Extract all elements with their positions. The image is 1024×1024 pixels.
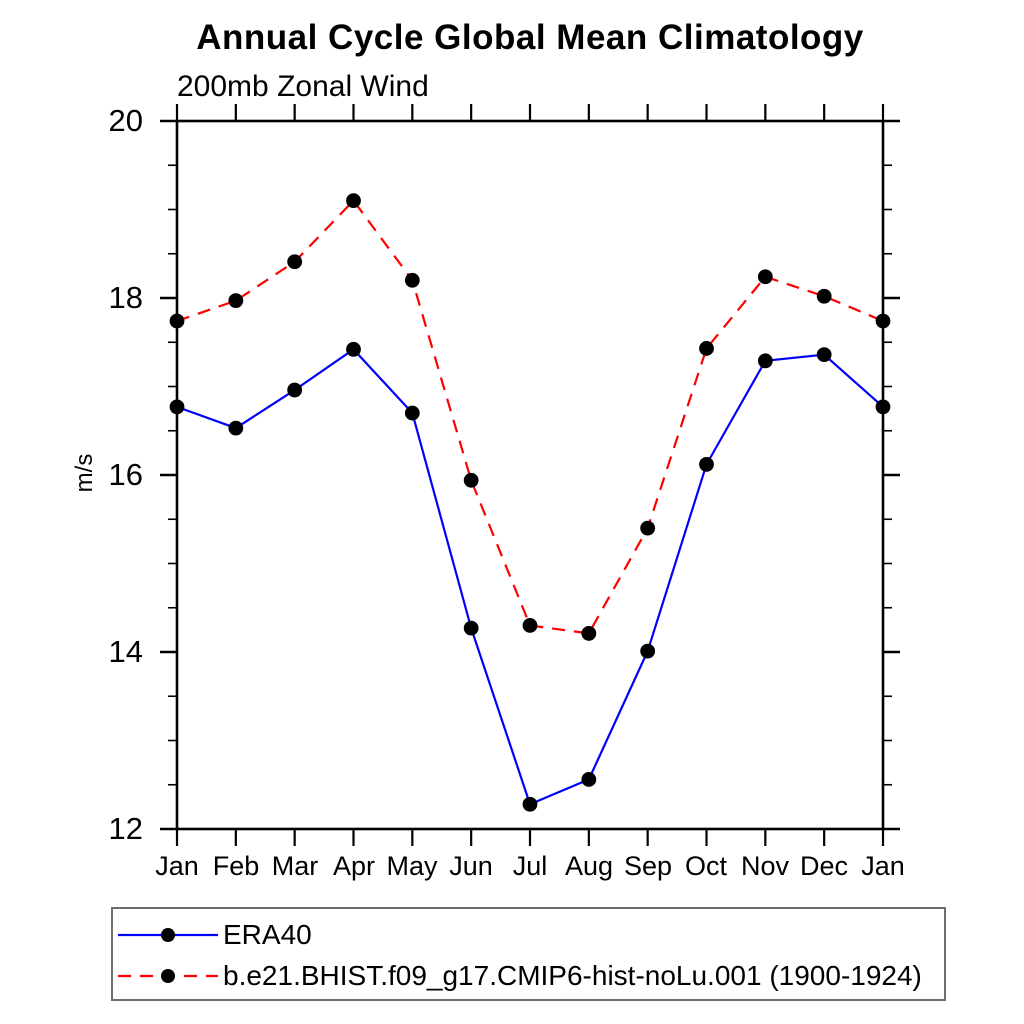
x-axis-tick-label: Mar [271,851,319,881]
x-axis-tick-label: May [386,851,438,881]
y-axis-tick-label: 18 [108,280,143,315]
x-axis-tick-label: Oct [684,851,727,881]
x-axis-tick-label: Sep [623,851,673,881]
x-axis-tick-label: Aug [564,851,614,881]
x-axis-tick-label: Apr [332,851,376,881]
chart-subtitle: 200mb Zonal Wind [177,70,429,103]
x-axis-tick-label: Jan [155,851,199,881]
legend-entry-model: b.e21.BHIST.f09_g17.CMIP6-hist-noLu.001 … [118,960,922,991]
chart-title: Annual Cycle Global Mean Climatology [196,18,864,57]
legend-line-sample-solid [118,928,218,942]
legend-box: ERA40 b.e21.BHIST.f09_g17.CMIP6-hist-noL… [111,907,946,1001]
y-axis-tick-label: 20 [108,103,143,138]
x-axis-tick-label: Jun [449,851,493,881]
legend-entry-era40: ERA40 [118,919,312,950]
x-axis-tick-label: Jul [512,851,548,881]
legend-label: b.e21.BHIST.f09_g17.CMIP6-hist-noLu.001 … [223,960,922,991]
x-axis-tick-label: Dec [799,851,848,881]
x-axis-tick-label: Feb [212,851,260,881]
legend-label: ERA40 [223,919,312,950]
x-axis-tick-label: Jan [861,851,905,881]
x-axis-tick-label: Nov [740,851,789,881]
y-axis-tick-label: 16 [108,457,143,492]
y-axis-tick-label: 14 [108,634,143,669]
y-axis-tick-label: 12 [108,811,143,846]
legend-line-sample-dashed [118,969,218,983]
